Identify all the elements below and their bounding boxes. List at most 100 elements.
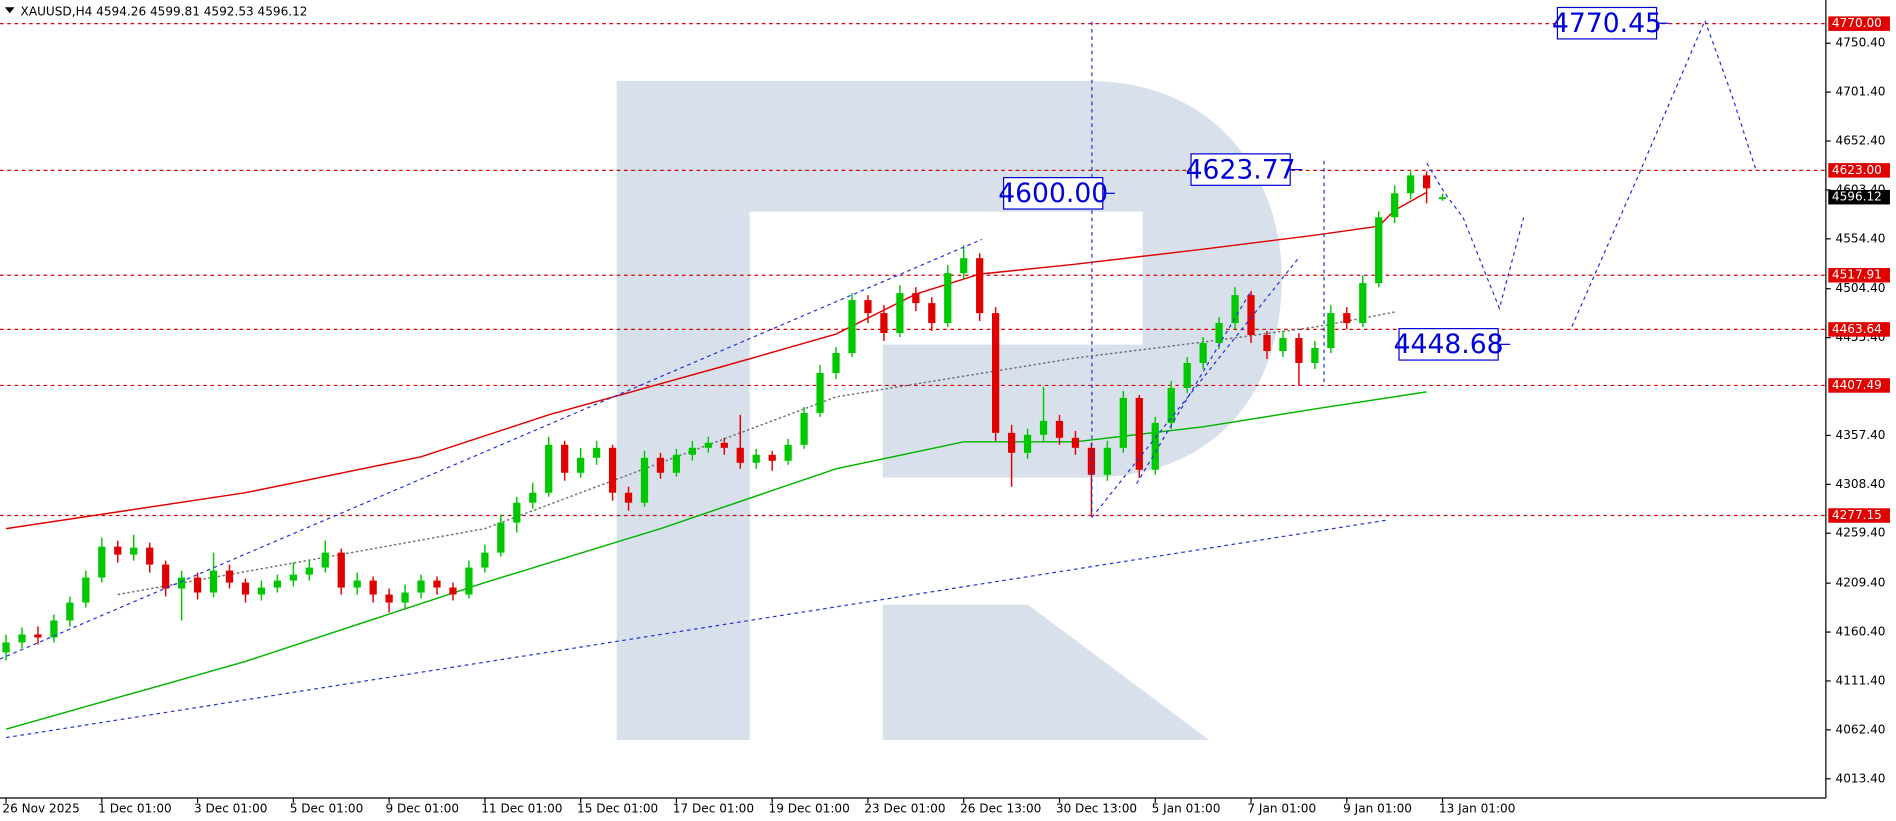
- candle-body: [704, 442, 712, 448]
- candle-body: [1007, 432, 1016, 453]
- candle-body: [66, 602, 74, 621]
- candle-body: [257, 587, 266, 595]
- candle-body: [1422, 175, 1431, 189]
- y-tick-label: 4209.40: [1836, 576, 1886, 590]
- plot: [0, 23, 1826, 730]
- candle-body: [18, 634, 26, 643]
- candle-body: [896, 293, 904, 334]
- candle-body: [50, 620, 58, 638]
- annotation-label: 4600.00: [998, 178, 1108, 209]
- candle-body: [832, 353, 840, 373]
- y-tick-label: 4259.40: [1836, 526, 1886, 540]
- candle-body: [177, 577, 186, 589]
- candle-body: [1183, 362, 1191, 388]
- current-price-box: [1828, 189, 1890, 205]
- watermark-logo: [882, 604, 1210, 740]
- annotation-label: 4623.77: [1186, 154, 1296, 185]
- y-tick-label: 4554.40: [1836, 231, 1886, 245]
- candle-body: [800, 412, 808, 445]
- annotation-box: [1190, 153, 1291, 186]
- candle-body: [241, 582, 250, 595]
- candle-body: [1039, 420, 1048, 435]
- trend-line: [1136, 289, 1253, 484]
- forecast-path: [1426, 162, 1525, 311]
- candle-body: [784, 444, 792, 461]
- x-tick-label: 3 Dec 01:00: [194, 801, 268, 815]
- candle-body: [114, 546, 122, 555]
- candle-body: [1167, 387, 1175, 423]
- candle-body: [1103, 447, 1111, 475]
- candle-body: [592, 447, 601, 458]
- candle-body: [1311, 348, 1319, 363]
- x-tick-label: 19 Dec 01:00: [769, 801, 850, 815]
- candle-body: [1327, 313, 1335, 349]
- candle-body: [1231, 295, 1239, 324]
- candle-body: [401, 592, 409, 603]
- y-tick-label: 4504.40: [1836, 281, 1886, 295]
- candle-body: [1071, 437, 1080, 448]
- annotation-box: [1556, 6, 1658, 40]
- trend-line: [0, 238, 983, 660]
- x-tick-label: 7 Jan 01:00: [1247, 801, 1316, 815]
- candle-body: [497, 522, 505, 553]
- candle-body: [768, 454, 776, 461]
- candle-body: [1343, 313, 1351, 324]
- candle-body: [864, 300, 872, 314]
- trend-line: [1091, 255, 1301, 518]
- candle-body: [656, 457, 665, 473]
- candle-body: [369, 580, 377, 595]
- candle-body: [577, 457, 585, 473]
- candle-body: [672, 454, 681, 473]
- x-tick-label: 13 Jan 01:00: [1439, 801, 1515, 815]
- candle-body: [465, 567, 473, 595]
- candle-body: [1119, 397, 1127, 448]
- x-tick-label: 30 Dec 13:00: [1056, 801, 1137, 815]
- candle-body: [82, 577, 90, 603]
- candle-body: [305, 567, 313, 575]
- y-tick-label: 4308.40: [1836, 477, 1886, 491]
- watermark-logo: [616, 81, 1282, 740]
- y-tick-label: 4111.40: [1836, 673, 1886, 687]
- candle-body: [640, 457, 649, 503]
- level-label: 4623.00: [1832, 163, 1882, 177]
- candle-body: [992, 313, 1000, 433]
- annotation-label: 4448.68: [1394, 329, 1504, 360]
- candle-body: [1359, 283, 1367, 324]
- menu-icon: [4, 7, 15, 14]
- candle-body: [1023, 434, 1032, 453]
- candle-body: [1055, 420, 1064, 438]
- candle-body: [608, 447, 617, 493]
- candle-body: [1135, 397, 1143, 470]
- candle-body: [417, 580, 425, 593]
- candle-body: [1375, 217, 1383, 284]
- x-tick-label: 5 Jan 01:00: [1152, 801, 1221, 815]
- x-tick-label: 9 Jan 01:00: [1343, 801, 1412, 815]
- candle-body: [976, 258, 984, 314]
- candle-body: [1215, 323, 1223, 344]
- candle-body: [1263, 335, 1271, 352]
- candle-body: [960, 258, 968, 274]
- candle-body: [289, 574, 297, 581]
- level-label: 4770.00: [1832, 16, 1882, 30]
- x-tick-label: 23 Dec 01:00: [864, 801, 945, 815]
- annotation-box: [1003, 176, 1104, 210]
- trend-line: [5, 519, 1389, 739]
- x-tick-label: 9 Dec 01:00: [385, 801, 459, 815]
- candle-body: [273, 580, 282, 588]
- level-label-box: [1828, 16, 1890, 31]
- candle-body: [912, 293, 920, 304]
- forecast-path: [1571, 18, 1757, 327]
- analysis-drawings: [0, 18, 1757, 739]
- level-label-box: [1828, 267, 1890, 283]
- moving-average: [5, 391, 1427, 730]
- candle-body: [385, 594, 393, 603]
- candle-body: [816, 372, 824, 413]
- x-tick-label: 5 Dec 01:00: [290, 801, 364, 815]
- candle-body: [1151, 422, 1159, 470]
- candle-body: [1407, 175, 1415, 194]
- candle-body: [624, 492, 633, 503]
- level-label: 4277.15: [1832, 508, 1882, 522]
- level-label-box: [1828, 322, 1890, 337]
